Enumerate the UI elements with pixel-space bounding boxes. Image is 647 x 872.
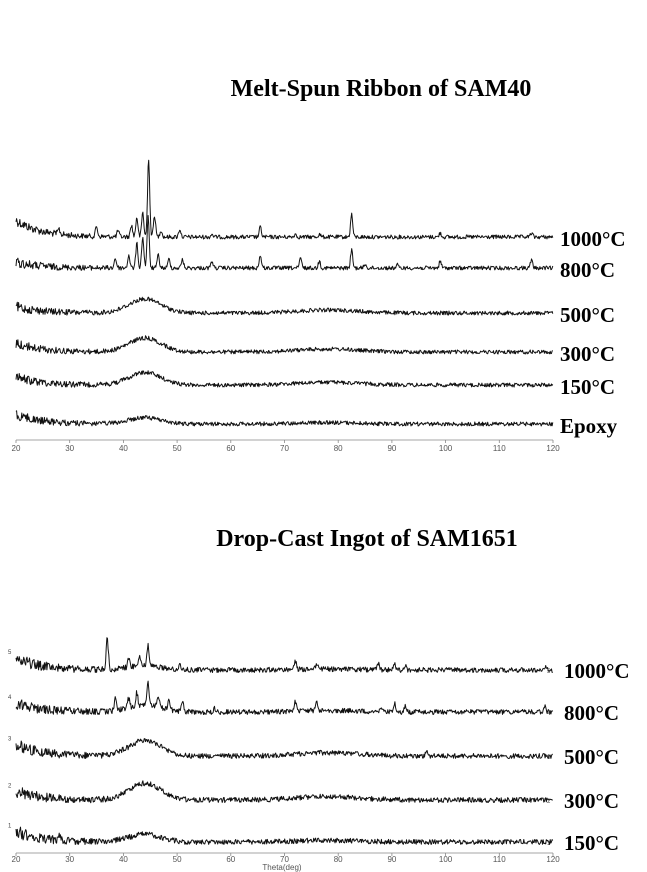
x-axis-title: Theta(deg)	[262, 863, 301, 872]
series-line-150c	[15, 826, 554, 845]
series-line-800c	[15, 215, 554, 271]
series-line-epoxy	[15, 410, 554, 427]
x-tick-label: 90	[387, 444, 396, 453]
series-index-left: 3	[8, 737, 12, 743]
series-index-left: 1	[8, 823, 12, 829]
series-label: 500°C	[564, 745, 619, 769]
x-tick-label: 100	[439, 444, 453, 453]
series-line-800c	[15, 680, 554, 715]
plot-area	[15, 637, 554, 845]
x-tick-label: 40	[119, 444, 128, 453]
x-tick-label: 60	[226, 855, 235, 864]
x-tick-label: 70	[280, 444, 289, 453]
series-label: 800°C	[560, 258, 615, 282]
x-tick-label: 80	[334, 444, 343, 453]
x-tick-label: 30	[65, 855, 74, 864]
series-line-150c	[15, 370, 554, 388]
x-tick-label: 50	[173, 444, 182, 453]
x-tick-label: 120	[546, 444, 560, 453]
panel-drop-cast-ingot: Drop-Cast Ingot of SAM1651 20 30 40 50 60 70 8…	[8, 526, 630, 872]
series-label: Epoxy	[560, 414, 618, 438]
x-tick-label: 110	[493, 444, 506, 453]
chart-title: Drop-Cast Ingot of SAM1651	[216, 526, 518, 552]
series-label: 1000°C	[564, 659, 630, 683]
series-labels: 1000°C 5 5 800°C 4 4 500°C 3 3 300°C 2 2 150°C 1 1	[8, 650, 630, 855]
series-label: 150°C	[564, 831, 619, 855]
x-tick-label: 20	[12, 444, 21, 453]
series-index-right: 1	[547, 841, 551, 847]
x-axis: 20 30 40 50 60 70 80 90 100 110 120	[12, 439, 560, 453]
series-label: 1000°C	[560, 227, 626, 251]
x-tick-label: 40	[119, 855, 128, 864]
x-tick-label: 50	[173, 855, 182, 864]
x-tick-label: 20	[12, 855, 21, 864]
series-index-left: 5	[8, 650, 12, 656]
series-index-right: 2	[547, 799, 551, 805]
x-tick-label: 30	[65, 444, 74, 453]
x-tick-label: 100	[439, 855, 453, 864]
series-index-right: 3	[547, 755, 551, 761]
x-tick-label: 70	[280, 855, 289, 864]
series-line-1000c	[15, 637, 553, 673]
series-line-500c	[15, 738, 553, 759]
x-tick-label: 80	[334, 855, 343, 864]
x-tick-label: 90	[387, 855, 396, 864]
x-tick-label: 110	[493, 855, 506, 864]
series-label: 150°C	[560, 375, 615, 399]
series-label: 300°C	[564, 789, 619, 813]
series-label: 300°C	[560, 342, 615, 366]
series-index-right: 5	[547, 669, 551, 675]
x-tick-label: 120	[546, 855, 560, 864]
series-index-right: 4	[547, 711, 551, 717]
series-line-1000c	[15, 159, 554, 240]
series-index-left: 2	[8, 783, 12, 789]
series-line-500c	[15, 296, 554, 316]
series-line-300c	[15, 335, 554, 355]
x-axis: 20 30 40 50 60 70 80 90 100 110 120	[12, 852, 560, 864]
chart-title: Melt-Spun Ribbon of SAM40	[231, 76, 532, 102]
series-index-left: 4	[8, 695, 12, 701]
series-labels: 1000°C 800°C 500°C 300°C 150°C Epoxy	[560, 227, 626, 438]
series-line-300c	[15, 780, 553, 804]
plot-area	[15, 159, 554, 427]
x-tick-label: 60	[226, 444, 235, 453]
series-label: 800°C	[564, 701, 619, 725]
panel-melt-spun-ribbon: Melt-Spun Ribbon of SAM40 20 30 40 50 60 70 80…	[12, 76, 626, 453]
series-label: 500°C	[560, 303, 615, 327]
